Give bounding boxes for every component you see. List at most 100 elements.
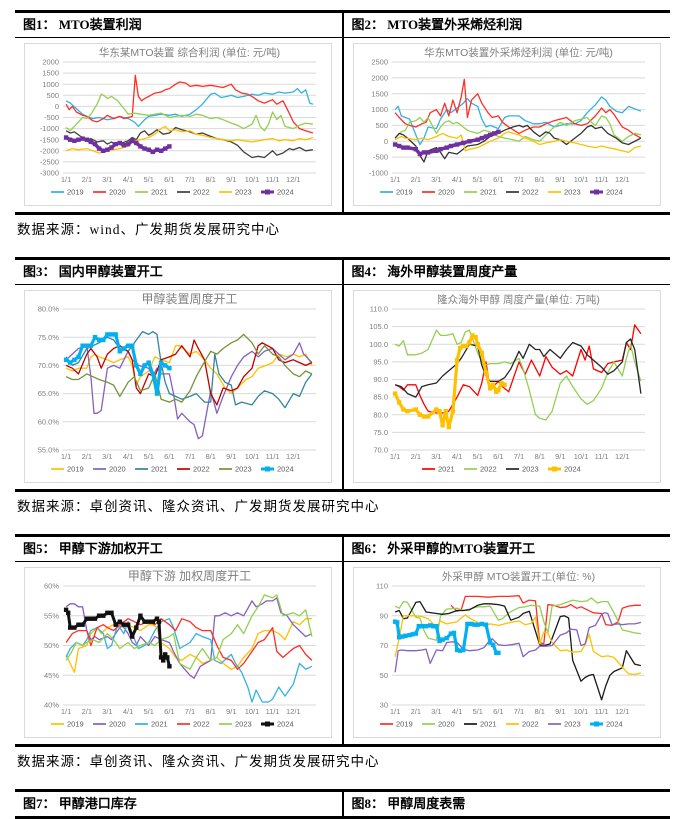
figure2-title-text: 图2： MTO装置外采烯烃利润 (351, 17, 523, 32)
chart-svg: 80.0% 75.0% 70.0% 65.0% 60.0% 55.0%1/1 2/1 3/1 4… (38, 291, 317, 474)
svg-text:-500: -500 (373, 153, 388, 162)
figure1-title: 图1： MTO装置利润 (15, 13, 342, 37)
svg-text:4/1: 4/1 (452, 707, 462, 716)
svg-text:2021: 2021 (151, 188, 168, 197)
svg-text:60%: 60% (44, 582, 59, 591)
svg-text:2022: 2022 (522, 188, 539, 197)
svg-text:40%: 40% (44, 701, 59, 710)
svg-text:2024: 2024 (277, 465, 294, 474)
svg-text:10/1: 10/1 (573, 452, 588, 461)
svg-text:11/1: 11/1 (266, 175, 280, 184)
data-source-3: 数据来源：卓创资讯、隆众资讯、广发期货发展研究中心 (17, 754, 380, 769)
svg-text:4/1: 4/1 (452, 175, 462, 184)
svg-text:7/1: 7/1 (514, 707, 524, 716)
figure6-title-text: 图6： 外采甲醇的MTO装置开工 (351, 541, 536, 556)
figure7-title: 图7： 甲醇港口库存 (15, 792, 342, 816)
svg-text:8/1: 8/1 (534, 707, 544, 716)
svg-text:2022: 2022 (480, 465, 497, 474)
svg-text:50%: 50% (44, 641, 59, 650)
svg-text:2019: 2019 (396, 188, 413, 197)
svg-text:500: 500 (375, 121, 388, 130)
svg-text:2021: 2021 (480, 188, 497, 197)
svg-text:2500: 2500 (371, 58, 388, 67)
svg-text:2/1: 2/1 (82, 707, 92, 716)
chart-figure4: 110.0 105.0 100.0 95.0 90.0 85.0 80.0 75.0 70.0 1… (356, 293, 658, 480)
chart-figure6: 110 90 70 50 30 1/1 2/1 3/1 4/1 5/1 6/1 7/1 8/1 9/1 10… (356, 570, 658, 735)
chart-svg: 2000 1500 1000 500 0 -500 -1000 -1500 -2000 -2500… (40, 46, 317, 197)
svg-text:2/1: 2/1 (410, 452, 420, 461)
svg-text:8/1: 8/1 (534, 452, 544, 461)
svg-text:5/1: 5/1 (472, 452, 482, 461)
svg-text:12/1: 12/1 (615, 452, 630, 461)
svg-text:2021: 2021 (151, 720, 168, 729)
figure-block-1: 图1： MTO装置利润 图2： MTO装置外采烯烃利润 2000 1500 1000… (15, 10, 670, 238)
figure4-panel: 110.0 105.0 100.0 95.0 90.0 85.0 80.0 75.0 70.0 1… (352, 290, 661, 483)
figure-table-3-header: 图5： 甲醇下游加权开工 图6： 外采甲醇的MTO装置开工 (15, 537, 670, 562)
svg-text:5/1: 5/1 (472, 707, 482, 716)
figure5-cell: 60% 55% 50% 45% 40% 1/1 2/1 3/1 4/1 5/1 6/1 7/1 8/1 9… (15, 562, 342, 744)
figure-table-4: 图7： 甲醇港口库存 图8： 甲醇周度表需 (15, 789, 670, 819)
svg-text:10/1: 10/1 (245, 452, 260, 461)
svg-text:1/1: 1/1 (390, 707, 400, 716)
svg-text:1/1: 1/1 (390, 452, 400, 461)
figure-table-2: 图3： 国内甲醇装置开工 图4： 海外甲醇装置周度产量 80.0% 75.0% 70… (15, 257, 670, 492)
svg-text:12/1: 12/1 (286, 452, 301, 461)
svg-text:1/1: 1/1 (390, 175, 400, 184)
svg-text:7/1: 7/1 (514, 452, 524, 461)
figure-table-1-header: 图1： MTO装置利润 图2： MTO装置外采烯烃利润 (15, 13, 670, 38)
svg-text:2/1: 2/1 (82, 175, 92, 184)
svg-text:8/1: 8/1 (206, 707, 216, 716)
svg-text:2019: 2019 (67, 188, 84, 197)
svg-text:70: 70 (379, 641, 387, 650)
svg-text:9/1: 9/1 (555, 175, 565, 184)
svg-text:5/1: 5/1 (472, 175, 482, 184)
svg-text:华东MTO装置外采烯烃利润 (单位: 元/吨): 华东MTO装置外采烯烃利润 (单位: 元/吨) (424, 46, 613, 59)
svg-text:55%: 55% (44, 611, 59, 620)
figure4-title: 图4： 海外甲醇装置周度产量 (341, 260, 671, 284)
svg-text:2/1: 2/1 (410, 175, 420, 184)
figure-table-3-body: 60% 55% 50% 45% 40% 1/1 2/1 3/1 4/1 5/1 6/1 7/1 8/1 9… (15, 562, 670, 744)
svg-text:2024: 2024 (277, 188, 294, 197)
figure5-title: 图5： 甲醇下游加权开工 (15, 537, 342, 561)
chart-figure5: 60% 55% 50% 45% 40% 1/1 2/1 3/1 4/1 5/1 6/1 7/1 8/1 9… (27, 568, 329, 735)
svg-text:11/1: 11/1 (266, 452, 280, 461)
svg-text:3/1: 3/1 (102, 452, 112, 461)
figure6-cell: 110 90 70 50 30 1/1 2/1 3/1 4/1 5/1 6/1 7/1 8/1 9/1 10… (341, 562, 671, 744)
svg-text:-1500: -1500 (40, 135, 59, 144)
svg-text:95.0: 95.0 (373, 358, 388, 367)
data-source-2: 数据来源：卓创资讯、隆众资讯、广发期货发展研究中心 (17, 499, 380, 514)
svg-text:12/1: 12/1 (286, 707, 301, 716)
figure6-title: 图6： 外采甲醇的MTO装置开工 (341, 537, 671, 561)
svg-text:7/1: 7/1 (185, 175, 195, 184)
svg-text:4/1: 4/1 (123, 175, 133, 184)
svg-text:12/1: 12/1 (286, 175, 301, 184)
svg-text:2022: 2022 (193, 720, 210, 729)
svg-text:90: 90 (379, 611, 387, 620)
svg-text:1/1: 1/1 (61, 175, 71, 184)
svg-text:9/1: 9/1 (226, 175, 236, 184)
figure-block-3: 图5： 甲醇下游加权开工 图6： 外采甲醇的MTO装置开工 60% 55% 50% 4… (15, 534, 670, 770)
figure-table-3: 图5： 甲醇下游加权开工 图6： 外采甲醇的MTO装置开工 60% 55% 50% 4… (15, 534, 670, 747)
svg-text:110: 110 (376, 582, 388, 591)
svg-text:6/1: 6/1 (164, 452, 174, 461)
figure-table-2-header: 图3： 国内甲醇装置开工 图4： 海外甲醇装置周度产量 (15, 260, 670, 285)
svg-text:5/1: 5/1 (144, 707, 154, 716)
svg-text:2019: 2019 (67, 465, 84, 474)
svg-text:1/1: 1/1 (61, 707, 71, 716)
figure3-cell: 80.0% 75.0% 70.0% 65.0% 60.0% 55.0% 1/1 2/1 3/1 4… (15, 285, 342, 489)
svg-text:80.0: 80.0 (373, 410, 388, 419)
figure1-panel: 2000 1500 1000 500 0 -500 -1000 -1500 -2000 -2500… (24, 43, 333, 206)
svg-text:50: 50 (379, 671, 387, 680)
svg-text:80.0%: 80.0% (38, 305, 60, 314)
svg-text:-500: -500 (44, 113, 59, 122)
svg-text:9/1: 9/1 (226, 452, 236, 461)
svg-text:-1000: -1000 (369, 169, 388, 178)
svg-text:2024: 2024 (606, 188, 623, 197)
svg-text:9/1: 9/1 (555, 707, 565, 716)
svg-text:4/1: 4/1 (123, 707, 133, 716)
chart-svg: 110.0105.0100.095.090.085.080.075.070.01… (369, 293, 645, 474)
svg-text:2/1: 2/1 (410, 707, 420, 716)
svg-text:2024: 2024 (277, 720, 294, 729)
svg-text:1000: 1000 (371, 105, 388, 114)
